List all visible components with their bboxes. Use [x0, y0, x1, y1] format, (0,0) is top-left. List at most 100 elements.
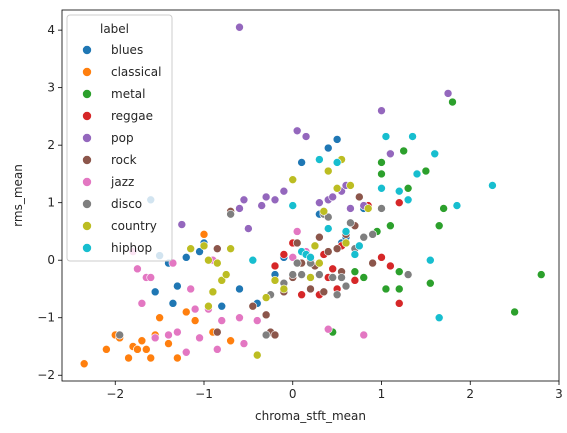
legend-title: label	[100, 22, 129, 36]
point-disco-5	[288, 270, 298, 279]
legend-label-blues: blues	[111, 43, 143, 57]
point-classical-16	[199, 230, 209, 239]
point-blues-5	[181, 253, 191, 262]
y-tick-label: 3	[47, 81, 55, 95]
point-hiphop-0	[248, 255, 258, 265]
point-disco-6	[292, 258, 302, 268]
point-rock-10	[292, 238, 302, 248]
point-disco-1	[226, 209, 235, 219]
point-metal-8	[394, 284, 404, 294]
point-reggae-8	[328, 264, 337, 274]
point-disco-12	[328, 273, 337, 282]
legend-marker-blues	[82, 45, 92, 55]
point-pop-19	[443, 89, 453, 98]
legend-marker-jazz	[82, 177, 92, 187]
point-pop-8	[292, 126, 302, 136]
point-disco-9	[315, 270, 324, 279]
point-hiphop-7	[332, 158, 342, 167]
point-country-21	[346, 181, 355, 190]
point-metal-18	[536, 270, 546, 279]
point-jazz-18	[235, 313, 244, 323]
point-jazz-5	[150, 333, 160, 343]
point-pop-15	[346, 204, 355, 213]
point-hiphop-4	[306, 253, 315, 262]
point-country-23	[204, 255, 213, 265]
x-tick-label: 0	[289, 387, 297, 401]
point-rock-5	[261, 310, 271, 320]
point-jazz-15	[213, 345, 222, 354]
point-country-8	[252, 350, 262, 360]
point-blues-6	[195, 247, 204, 256]
point-pop-4	[257, 201, 266, 210]
point-classical-8	[142, 345, 151, 354]
y-tick-label: 1	[47, 196, 55, 210]
point-hiphop-10	[355, 241, 364, 251]
point-metal-15	[439, 204, 448, 213]
point-reggae-0	[270, 261, 280, 271]
point-jazz-25	[359, 330, 369, 340]
point-country-6	[221, 270, 231, 279]
point-blues-9	[217, 301, 227, 311]
point-jazz-19	[239, 339, 249, 348]
point-reggae-13	[377, 253, 386, 262]
point-jazz-11	[190, 304, 200, 314]
point-disco-7	[297, 270, 306, 279]
legend-items: blues classical metal reggae pop rock jazz disc…	[82, 43, 161, 255]
point-metal-4	[377, 169, 386, 179]
point-rock-21	[355, 192, 364, 202]
axes-frame	[61, 9, 560, 382]
point-disco-18	[368, 230, 377, 239]
legend: label blues classical metal reggae pop rock ja…	[66, 14, 173, 262]
point-metal-2	[359, 273, 369, 282]
point-reggae-14	[386, 261, 395, 271]
point-hiphop-17	[430, 149, 440, 159]
point-pop-7	[279, 186, 289, 196]
point-country-3	[208, 287, 218, 297]
point-hiphop-1	[288, 201, 298, 210]
legend-marker-disco	[82, 199, 92, 209]
point-blues-17	[332, 135, 342, 144]
point-country-1	[199, 241, 209, 251]
point-jazz-1	[133, 264, 142, 274]
point-pop-1	[177, 220, 187, 229]
point-jazz-21	[288, 253, 298, 262]
legend-marker-metal	[82, 89, 92, 99]
x-axis-label: chroma_stft_mean	[255, 409, 366, 423]
point-rock-14	[315, 232, 324, 242]
y-axis-label: rms_mean	[11, 164, 25, 227]
point-disco-0	[115, 330, 124, 340]
point-blues-4	[173, 281, 182, 291]
point-hiphop-15	[412, 169, 422, 179]
point-disco-2	[261, 330, 271, 340]
point-country-9	[261, 293, 271, 302]
point-pop-21	[328, 192, 337, 202]
point-classical-1	[102, 345, 111, 354]
point-blues-3	[168, 299, 178, 308]
point-disco-15	[341, 281, 351, 291]
point-jazz-20	[252, 316, 262, 325]
point-metal-17	[510, 307, 519, 317]
point-metal-7	[386, 221, 395, 230]
point-country-22	[363, 204, 373, 213]
point-pop-5	[261, 192, 271, 202]
point-hiphop-5	[315, 155, 324, 164]
point-jazz-24	[323, 324, 333, 334]
point-pop-0	[235, 22, 244, 32]
point-rock-15	[319, 287, 329, 297]
point-metal-16	[448, 97, 457, 107]
point-hiphop-21	[377, 184, 386, 193]
point-disco-21	[346, 218, 355, 228]
x-axis-ticks: −2 −1 0 1 2 3	[106, 381, 563, 401]
point-hiphop-6	[323, 224, 333, 233]
point-pop-20	[244, 224, 253, 233]
point-metal-14	[434, 221, 444, 230]
point-country-15	[315, 258, 324, 268]
point-hiphop-18	[434, 313, 444, 323]
point-metal-12	[421, 166, 431, 176]
y-tick-label: 2	[47, 138, 55, 152]
x-tick-label: 3	[555, 387, 563, 401]
point-metal-10	[403, 184, 413, 193]
x-tick-label: 1	[378, 387, 386, 401]
point-country-5	[217, 276, 227, 285]
